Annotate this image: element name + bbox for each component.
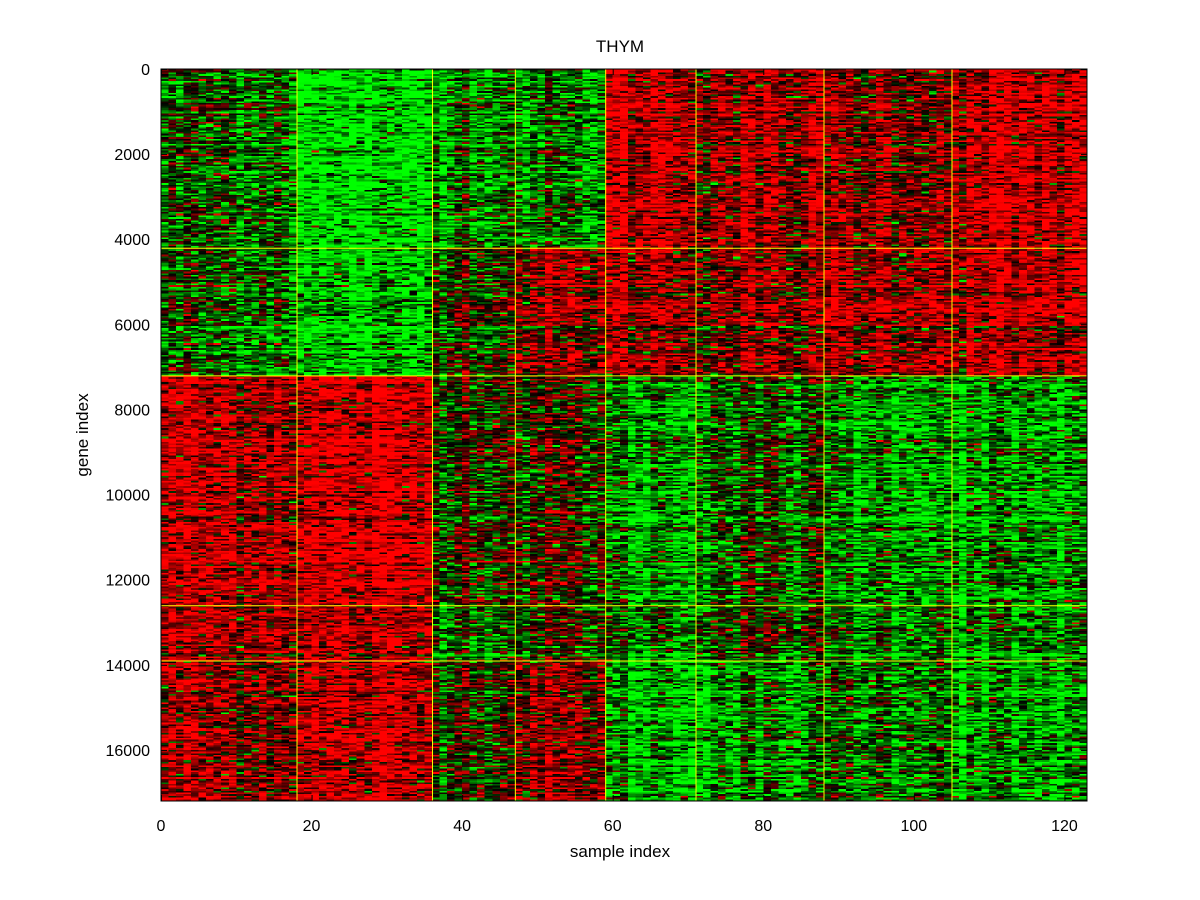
x-tick-label-1: 20 [303, 818, 321, 835]
x-tick-label-3: 60 [604, 818, 622, 835]
heatmap-image [161, 69, 1087, 801]
y-tick-label-7: 14000 [106, 658, 151, 675]
y-axis: 0 2000 4000 6000 8000 10000 12000 14000 16000 [106, 62, 1087, 760]
y-tick-label-4: 8000 [114, 402, 150, 419]
y-tick-label-3: 6000 [114, 317, 150, 334]
x-axis: 0 20 40 60 80 100 120 [157, 69, 1078, 835]
y-tick-label-8: 16000 [106, 743, 151, 760]
y-tick-label-0: 0 [141, 62, 150, 79]
plot-frame [160, 68, 1088, 802]
x-tick-label-4: 80 [754, 818, 772, 835]
y-tick-label-6: 12000 [106, 573, 151, 590]
group-separators [161, 69, 1087, 801]
y-tick-label-2: 4000 [114, 232, 150, 249]
x-tick-label-6: 120 [1051, 818, 1078, 835]
x-tick-label-5: 100 [900, 818, 927, 835]
chart-title: THYM [596, 37, 644, 56]
x-tick-label-2: 40 [453, 818, 471, 835]
y-tick-label-5: 10000 [106, 488, 151, 505]
x-axis-label: sample index [570, 842, 671, 861]
x-tick-label-0: 0 [157, 818, 166, 835]
plot-area [160, 68, 1088, 802]
y-axis-label: gene index [73, 393, 92, 477]
y-tick-label-1: 2000 [114, 147, 150, 164]
